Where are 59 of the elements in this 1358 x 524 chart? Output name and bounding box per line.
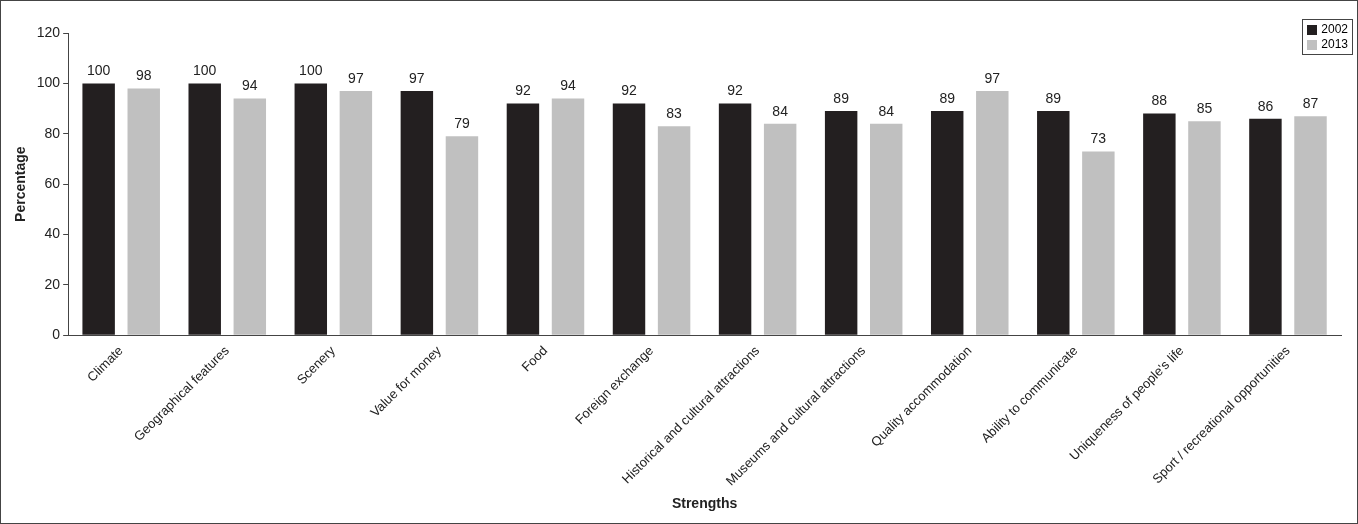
data-label: 100 <box>299 62 323 79</box>
legend-label: 2013 <box>1321 37 1348 52</box>
bar <box>339 90 373 335</box>
y-tick-label: 0 <box>52 326 61 343</box>
bar <box>445 136 479 335</box>
data-label: 89 <box>939 89 956 106</box>
bar <box>976 90 1009 335</box>
data-label: 100 <box>193 62 217 79</box>
bar <box>294 83 328 335</box>
data-label: 89 <box>833 89 850 106</box>
bar <box>870 123 903 335</box>
bar <box>551 98 585 335</box>
legend-label: 2002 <box>1321 22 1348 37</box>
data-label: 84 <box>878 102 895 119</box>
bar <box>82 83 115 335</box>
data-label: 84 <box>772 102 789 119</box>
bar <box>1249 118 1282 335</box>
data-label: 89 <box>1045 89 1062 106</box>
bar <box>718 103 752 335</box>
y-tick-label: 40 <box>44 225 61 242</box>
y-tick-label: 120 <box>36 23 61 40</box>
data-label: 79 <box>454 115 470 132</box>
y-tick-label: 20 <box>44 275 61 292</box>
bar <box>657 126 691 335</box>
y-tick-label: 100 <box>36 74 61 91</box>
data-label: 97 <box>348 69 364 86</box>
bar <box>1037 111 1070 335</box>
data-label: 87 <box>1302 94 1319 111</box>
data-label: 73 <box>1090 130 1107 147</box>
bar <box>612 103 646 335</box>
data-label: 92 <box>727 82 744 99</box>
bar <box>1082 151 1115 335</box>
data-label: 83 <box>666 105 683 122</box>
data-label: 97 <box>409 69 425 86</box>
data-label: 98 <box>135 67 152 84</box>
data-label: 94 <box>560 77 577 94</box>
bar <box>1294 116 1327 335</box>
data-label: 92 <box>621 82 637 99</box>
data-label: 97 <box>984 69 1001 86</box>
data-label: 88 <box>1151 92 1168 109</box>
bar <box>763 123 797 335</box>
y-tick-label: 60 <box>44 175 61 191</box>
data-label: 85 <box>1196 100 1213 117</box>
data-label: 92 <box>515 82 531 99</box>
y-axis-title: Percentage <box>12 146 29 222</box>
data-label: 86 <box>1257 97 1274 114</box>
data-label: 100 <box>86 62 111 79</box>
bar <box>188 83 221 335</box>
y-tick-label: 80 <box>44 124 61 141</box>
bar <box>1143 113 1176 335</box>
bar <box>233 98 267 335</box>
bar <box>930 111 964 335</box>
bar <box>506 103 540 335</box>
bar <box>824 111 858 335</box>
bar <box>1188 121 1221 335</box>
x-axis-title: Strengths <box>671 495 738 512</box>
data-label: 94 <box>242 77 258 94</box>
bar <box>127 88 160 335</box>
bar <box>400 90 434 335</box>
